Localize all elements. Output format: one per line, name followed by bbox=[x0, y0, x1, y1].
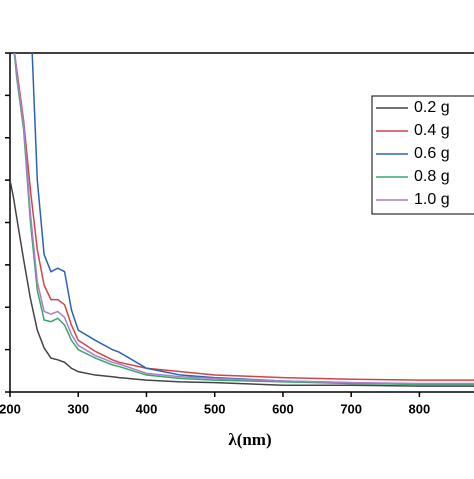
data-line bbox=[10, 179, 474, 387]
legend-box bbox=[371, 95, 474, 215]
x-tick-label: 500 bbox=[204, 401, 226, 416]
legend-label: 0.2 g bbox=[414, 99, 450, 116]
legend-label: 1.0 g bbox=[414, 191, 450, 208]
data-line bbox=[13, 53, 474, 385]
x-tick-label: 600 bbox=[272, 401, 294, 416]
legend-label: 0.8 g bbox=[414, 168, 450, 185]
legend-label: 0.6 g bbox=[414, 145, 450, 162]
x-tick-label: 700 bbox=[340, 401, 362, 416]
x-tick-label: 400 bbox=[136, 401, 158, 416]
x-tick-label: 800 bbox=[409, 401, 431, 416]
plot-area bbox=[10, 53, 474, 387]
data-line bbox=[13, 53, 474, 381]
x-tick-label: 200 bbox=[0, 401, 21, 416]
x-tick-label: 300 bbox=[67, 401, 89, 416]
legend-label: 0.4 g bbox=[414, 122, 450, 139]
x-axis-label: λ(nm) bbox=[228, 430, 271, 449]
